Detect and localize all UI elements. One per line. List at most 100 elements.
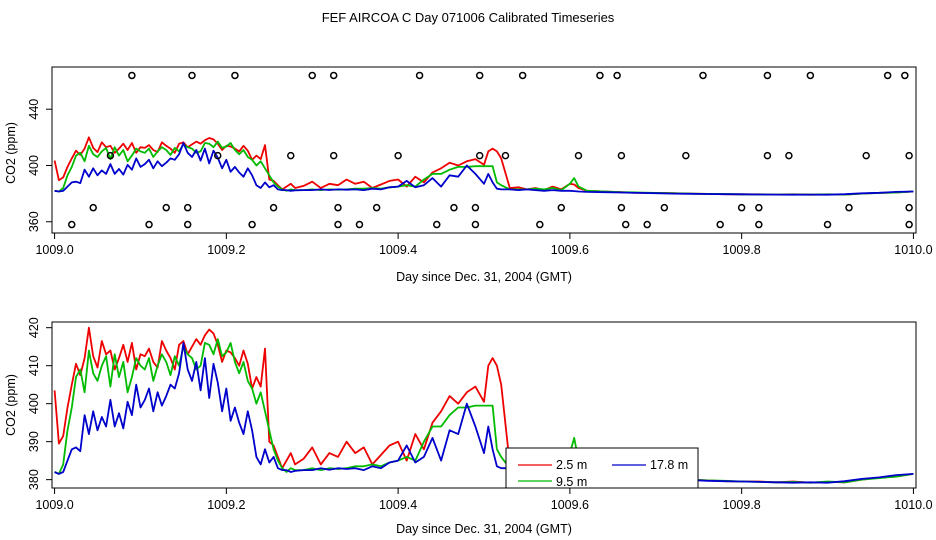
bottom-series-17.8m: [54, 341, 914, 484]
top-scatter-points: [68, 71, 913, 229]
bottom-y-tick-label: 410: [27, 355, 41, 376]
scatter-point: [883, 71, 892, 80]
scatter-point: [334, 203, 342, 212]
scatter-point: [128, 71, 136, 80]
top-panel: 360 400 440 1009.0 1009.2 1009.4 1009.6 1009.8…: [4, 66, 933, 284]
scatter-point: [471, 220, 480, 229]
scatter-point: [613, 71, 621, 80]
bottom-x-tick-label: 1009.0: [35, 498, 73, 512]
scatter-point: [501, 151, 510, 160]
scatter-point: [183, 220, 192, 229]
scatter-point: [617, 151, 626, 160]
bottom-y-axis: 380 390 400 410 420: [27, 317, 53, 490]
scatter-point: [475, 71, 484, 80]
scatter-point: [450, 203, 458, 212]
scatter-point: [845, 203, 853, 212]
top-x-tick-label: 1009.2: [207, 243, 245, 257]
scatter-point: [433, 220, 441, 229]
top-x-tick-label: 1009.8: [723, 243, 761, 257]
bottom-x-tick-label: 1009.8: [723, 498, 761, 512]
top-x-tick-label: 1009.6: [551, 243, 589, 257]
top-y-tick-label: 360: [27, 211, 41, 232]
scatter-point: [643, 220, 651, 229]
top-y-axis-label: CO2 (ppm): [4, 122, 18, 184]
scatter-point: [68, 220, 76, 229]
bottom-series-lines: [53, 326, 914, 484]
scatter-point: [415, 71, 424, 80]
bottom-y-tick-label: 390: [27, 431, 41, 452]
bottom-series-9.5m: [54, 338, 914, 484]
scatter-point: [716, 220, 724, 229]
chart-title: FEF AIRCOA C Day 071006 Calibrated Times…: [322, 10, 615, 25]
scatter-point: [901, 71, 909, 80]
scatter-point: [823, 220, 832, 229]
scatter-point: [862, 151, 870, 160]
top-x-axis-label: Day since Dec. 31, 2004 (GMT): [396, 270, 572, 284]
top-y-tick-label: 440: [27, 99, 41, 120]
scatter-point: [248, 220, 256, 229]
scatter-point: [334, 220, 342, 229]
scatter-point: [145, 220, 153, 229]
top-x-tick-label: 1009.0: [35, 243, 73, 257]
scatter-point: [183, 203, 192, 212]
scatter-point: [372, 203, 381, 212]
scatter-point: [785, 151, 793, 160]
bottom-x-tick-label: 1009.4: [379, 498, 417, 512]
scatter-point: [329, 71, 338, 80]
scatter-point: [596, 71, 604, 80]
scatter-point: [737, 203, 746, 212]
top-series-9.5m: [54, 140, 914, 196]
bottom-x-axis-label: Day since Dec. 31, 2004 (GMT): [396, 522, 572, 536]
scatter-point: [214, 151, 222, 160]
scatter-point: [905, 203, 913, 212]
scatter-point: [682, 151, 690, 160]
top-series-17.8m: [54, 142, 914, 196]
scatter-point: [621, 220, 630, 229]
scatter-point: [471, 203, 480, 212]
scatter-point: [699, 71, 707, 80]
scatter-point: [905, 151, 913, 160]
scatter-point: [755, 203, 763, 212]
scatter-point: [329, 151, 338, 160]
legend-label-2.5m: 2.5 m: [556, 458, 587, 472]
scatter-point: [162, 203, 170, 212]
scatter-point: [905, 220, 913, 229]
scatter-point: [188, 71, 196, 80]
scatter-point: [518, 71, 527, 80]
top-series-lines: [53, 136, 914, 196]
scatter-point: [660, 203, 669, 212]
scatter-point: [231, 71, 239, 80]
scatter-point: [89, 203, 97, 212]
scatter-point: [763, 71, 772, 80]
scatter-point: [617, 203, 626, 212]
top-y-axis: 360 400 440: [27, 99, 53, 232]
scatter-point: [755, 220, 763, 229]
scatter-point: [106, 151, 115, 160]
bottom-panel: 380 390 400 410 420 1009.0 1009.2 1009.4 1009.6…: [4, 317, 933, 536]
scatter-point: [557, 203, 566, 212]
scatter-point: [536, 220, 544, 229]
legend-label-9.5m: 9.5 m: [556, 475, 587, 489]
scatter-point: [806, 71, 815, 80]
bottom-x-axis: 1009.0 1009.2 1009.4 1009.6 1009.8 1010.0: [35, 488, 933, 512]
scatter-point: [308, 71, 316, 80]
bottom-y-axis-label: CO2 (ppm): [4, 374, 18, 436]
bottom-y-tick-label: 380: [27, 469, 41, 490]
scatter-point: [394, 151, 402, 160]
scatter-point: [763, 151, 772, 160]
legend: 2.5 m 9.5 m 17.8 m: [505, 447, 699, 489]
top-x-tick-label: 1009.4: [379, 243, 417, 257]
scatter-point: [574, 151, 583, 160]
bottom-y-tick-label: 420: [27, 317, 41, 338]
bottom-x-tick-label: 1010.0: [894, 498, 932, 512]
bottom-x-tick-label: 1009.6: [551, 498, 589, 512]
scatter-point: [475, 151, 484, 160]
top-x-axis: 1009.0 1009.2 1009.4 1009.6 1009.8 1010.0: [35, 233, 933, 257]
scatter-point: [269, 203, 278, 212]
top-x-tick-label: 1010.0: [894, 243, 932, 257]
scatter-point: [355, 220, 364, 229]
bottom-x-tick-label: 1009.2: [207, 498, 245, 512]
top-y-tick-label: 400: [27, 155, 41, 176]
scatter-point: [287, 151, 295, 160]
